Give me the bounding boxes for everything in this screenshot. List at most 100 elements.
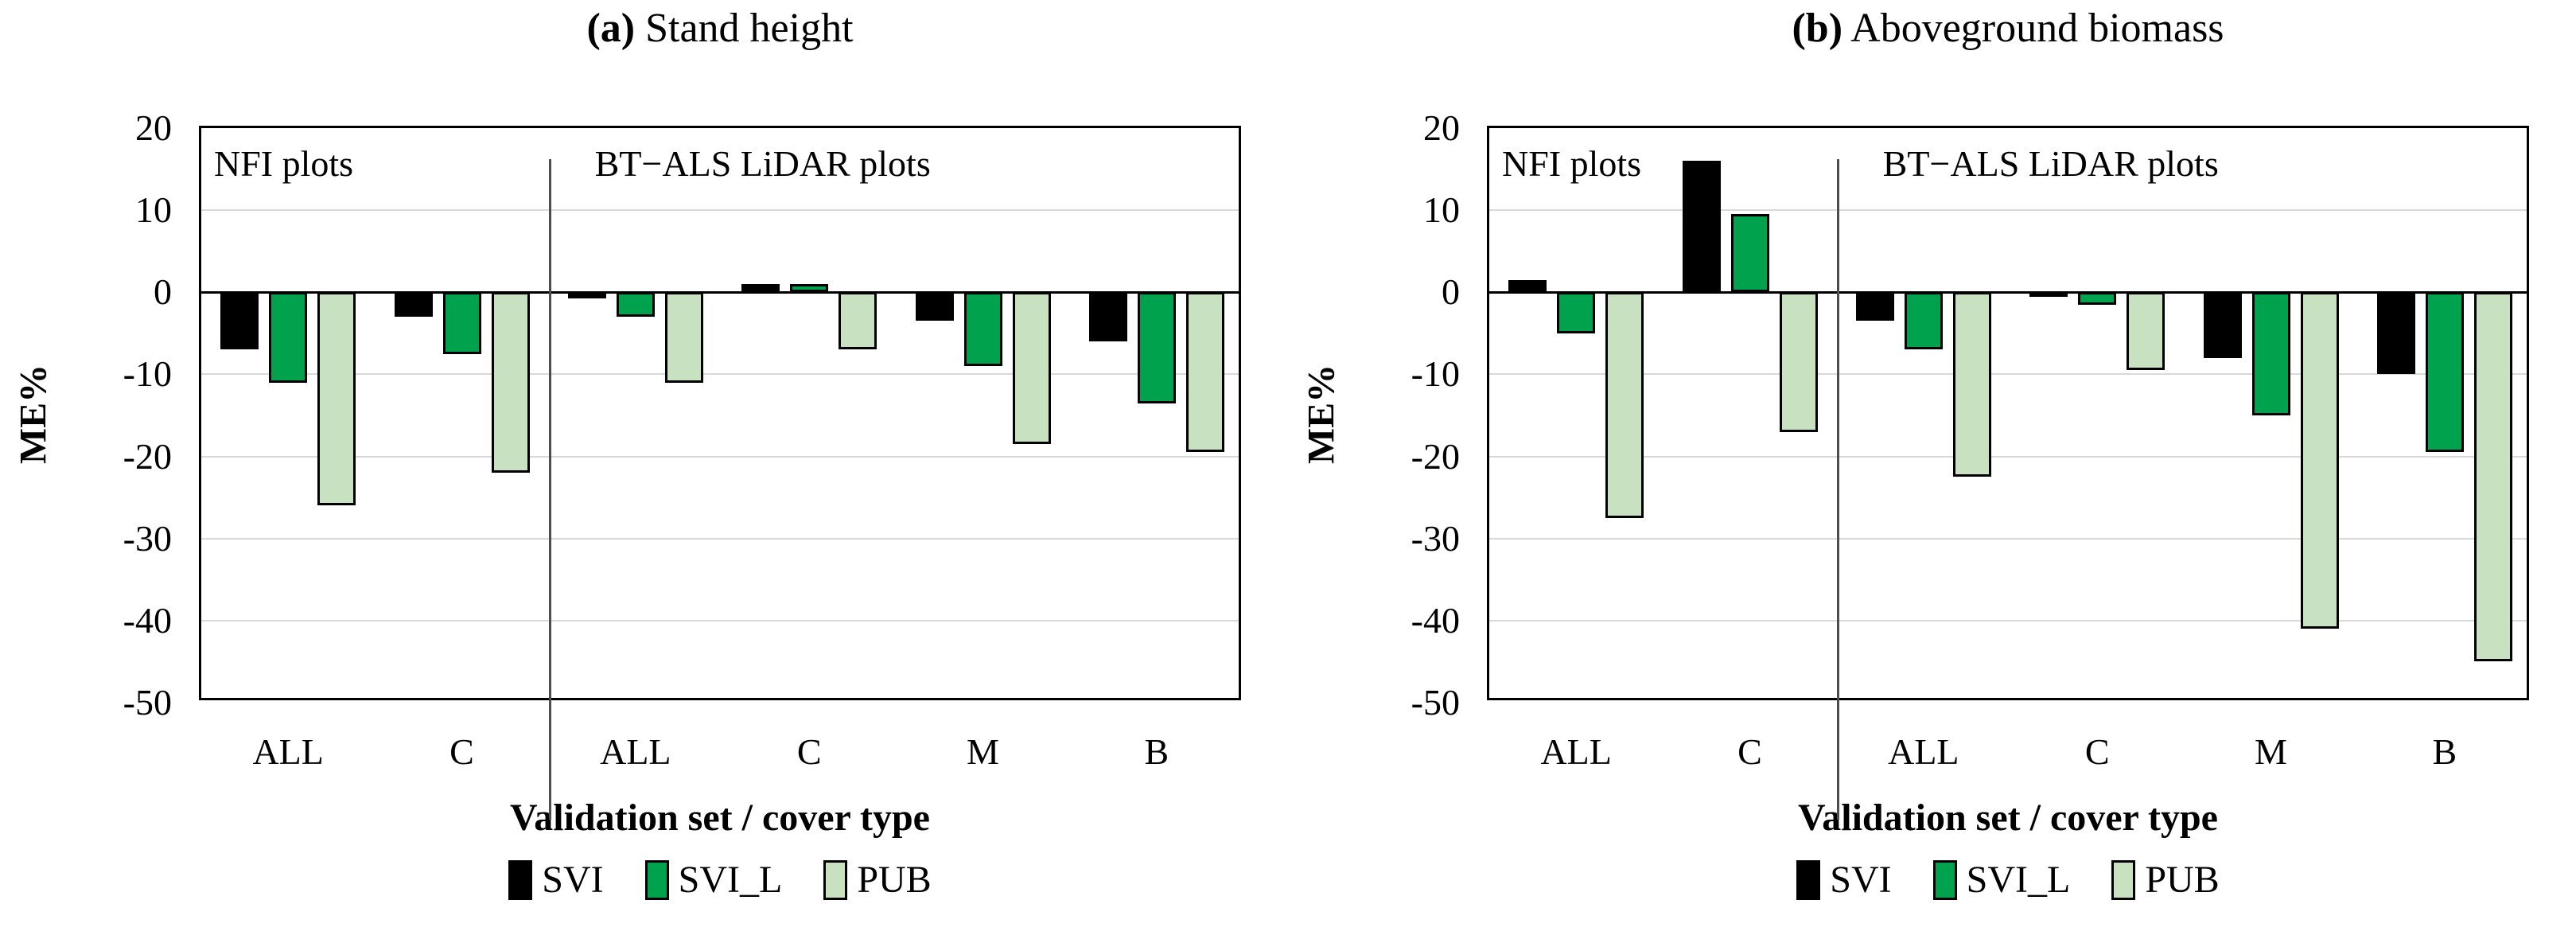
legend-item-pub: PUB (823, 858, 932, 902)
bar-pub-all-0 (317, 292, 356, 506)
y-tick-label: 10 (1423, 189, 1460, 231)
y-tick-label: -30 (123, 517, 172, 559)
gridline (1489, 209, 2527, 212)
y-tick-label: 20 (135, 107, 172, 148)
x-tick-label-all-0: ALL (1540, 731, 1612, 772)
bar-svi_l-m-4 (2251, 292, 2290, 415)
legend-label: SVI_L (678, 859, 783, 901)
y-tick-label: 0 (1442, 271, 1460, 313)
bar-pub-m-4 (1012, 292, 1051, 445)
region-label-nfi: NFI plots (1502, 143, 1642, 184)
y-tick-label: -20 (123, 435, 172, 477)
x-axis-title: Validation set / cover type (510, 797, 930, 839)
legend-swatch-pub (823, 859, 848, 900)
x-axis-title: Validation set / cover type (1798, 797, 2218, 839)
bar-svi-all-0 (1508, 279, 1547, 293)
chart-title-text: Stand height (635, 6, 854, 51)
chart-title: (a) Stand height (199, 5, 1241, 52)
y-tick-label: -10 (123, 353, 172, 395)
x-tick-label-m-4: M (2255, 731, 2287, 772)
y-tick-label: -20 (1411, 435, 1460, 477)
y-tick-label: -10 (1411, 353, 1460, 395)
legend-item-pub: PUB (2111, 858, 2220, 902)
x-tick-label-m-4: M (967, 731, 999, 772)
legend-label: PUB (857, 859, 932, 901)
bar-svi-m-4 (2203, 292, 2242, 358)
legend-swatch-svi_l (1932, 859, 1957, 900)
legend-swatch-svi_l (644, 859, 669, 900)
y-tick-label: -40 (123, 599, 172, 641)
bar-svi_l-all-2 (616, 292, 655, 318)
validation-set-separator-line (548, 159, 551, 820)
x-tick-label-all-2: ALL (1888, 731, 1959, 772)
bar-pub-b-5 (2473, 292, 2512, 662)
bar-svi-b-5 (2376, 292, 2415, 375)
bar-pub-all-2 (1952, 292, 1991, 477)
region-label-nfi: NFI plots (214, 143, 354, 184)
legend-swatch-svi (1796, 859, 1821, 900)
zero-axis-line (1489, 291, 2527, 294)
y-tick-label: -30 (1411, 517, 1460, 559)
bar-svi-all-0 (220, 292, 259, 350)
bar-svi-c-1 (1682, 161, 1721, 293)
chart-title-text: Aboveground biomass (1843, 6, 2224, 51)
x-tick-label-b-5: B (2432, 731, 2457, 772)
x-tick-label-c-1: C (449, 731, 474, 772)
validation-set-separator-line (1836, 159, 1839, 820)
plot-area: NFI plots BT−ALS LiDAR plots (199, 126, 1241, 700)
legend-swatch-pub (2111, 859, 2136, 900)
gridline (1489, 373, 2527, 376)
bar-svi-c-1 (394, 292, 433, 318)
legend-item-svi_l: SVI_L (1932, 858, 2071, 902)
legend-label: PUB (2145, 859, 2220, 901)
region-label-btals: BT−ALS LiDAR plots (1882, 143, 2219, 184)
bar-svi_l-all-2 (1904, 292, 1943, 350)
legend-item-svi_l: SVI_L (644, 858, 783, 902)
plot-area: NFI plots BT−ALS LiDAR plots (1487, 126, 2529, 700)
bar-svi_l-all-0 (1557, 292, 1596, 333)
bar-pub-c-1 (1779, 292, 1818, 432)
legend-label: SVI (1830, 859, 1892, 901)
x-tick-label-all-0: ALL (252, 731, 324, 772)
gridline (1489, 455, 2527, 458)
y-tick-label: 0 (154, 271, 172, 313)
bar-svi_l-c-1 (442, 292, 481, 354)
gridline (201, 373, 1239, 376)
gridline (201, 455, 1239, 458)
legend: SVI SVI_L PUB (199, 858, 1241, 902)
bar-pub-all-2 (664, 292, 703, 383)
chart-title-prefix: (b) (1792, 6, 1843, 51)
gridline (1489, 537, 2527, 540)
gridline (201, 209, 1239, 212)
y-tick-label: -40 (1411, 599, 1460, 641)
panel-stand-height: (a) Stand height ME% NFI plots BT−ALS Li… (13, 5, 1241, 902)
panel-aboveground-biomass: (b) Aboveground biomass ME% NFI plots BT… (1288, 0, 2576, 943)
legend-label: SVI (542, 859, 604, 901)
bar-pub-c-3 (2127, 292, 2165, 371)
bar-svi_l-all-0 (269, 292, 308, 383)
chart-title: (b) Aboveground biomass (1487, 5, 2529, 52)
y-tick-label: -50 (1411, 682, 1460, 723)
x-tick-label-all-2: ALL (600, 731, 671, 772)
region-label-btals: BT−ALS LiDAR plots (594, 143, 931, 184)
bar-pub-all-0 (1605, 292, 1644, 518)
y-tick-label: -50 (123, 682, 172, 723)
bar-pub-b-5 (1185, 292, 1224, 453)
legend-label: SVI_L (1966, 859, 2071, 901)
chart-title-prefix: (a) (586, 6, 636, 51)
y-tick-label: 10 (135, 189, 172, 231)
x-tick-label-c-1: C (1737, 731, 1762, 772)
zero-axis-line (201, 291, 1239, 294)
legend-item-svi: SVI (508, 858, 604, 902)
bar-svi_l-c-3 (790, 283, 829, 293)
x-tick-label-b-5: B (1144, 731, 1169, 772)
bar-svi-all-2 (567, 292, 606, 298)
bar-pub-c-3 (839, 292, 877, 350)
gridline (1489, 619, 2527, 622)
bar-svi_l-c-3 (2078, 292, 2117, 305)
bar-svi_l-c-1 (1730, 214, 1769, 293)
x-tick-label-c-3: C (796, 731, 822, 772)
bar-svi_l-b-5 (2425, 292, 2464, 453)
bar-svi-c-3 (741, 283, 780, 293)
bar-svi-b-5 (1088, 292, 1127, 342)
